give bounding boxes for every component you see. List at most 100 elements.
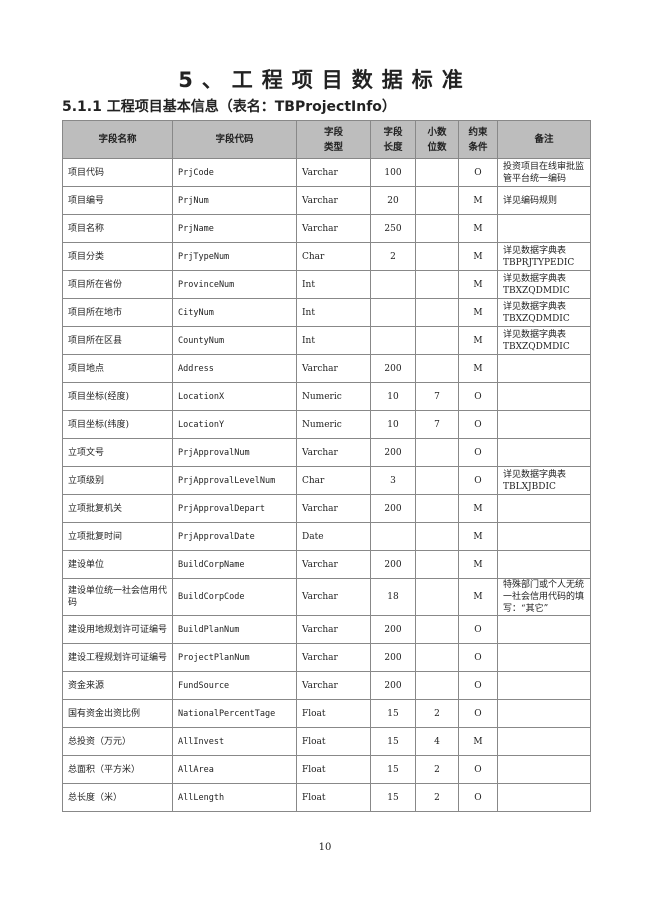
table-cell: O [458,671,498,700]
table-cell: M [458,214,498,243]
table-row: 项目分类 PrjTypeNum Char 2 M 详见数据字典表TBPRJTYPEDIC [62,242,591,271]
table-cell: 立项批复机关 [62,494,173,523]
table-cell: 总长度（米） [62,783,173,812]
table-cell: Char [296,242,371,271]
table-cell [497,783,591,812]
table-row: 建设单位 BuildCorpName Varchar 200 M [62,550,591,579]
table-cell [415,326,459,355]
table-cell [497,671,591,700]
table-cell: LocationY [172,410,297,439]
table-cell: 项目坐标(纬度) [62,410,173,439]
table-cell: PrjName [172,214,297,243]
table-cell: Varchar [296,615,371,644]
table-cell: 200 [370,438,416,467]
table-cell: 200 [370,643,416,672]
table-cell: 建设用地规划许可证编号 [62,615,173,644]
table-cell: 2 [415,783,459,812]
table-cell: PrjApprovalDate [172,522,297,551]
table-row: 项目所在区县 CountyNum Int M 详见数据字典表TBXZQDMDIC [62,326,591,355]
field-table: 字段名称 字段代码 字段 类型 字段 长度 小数 位数 约束 条件 备注 项目代码 PrjCo… [62,120,591,812]
table-cell [415,354,459,383]
table-cell: 总投资（万元） [62,727,173,756]
table-cell: Varchar [296,186,371,215]
table-cell: O [458,158,498,187]
table-cell: 项目所在省份 [62,270,173,299]
table-cell: 3 [370,466,416,495]
table-row: 建设用地规划许可证编号 BuildPlanNum Varchar 200 O [62,615,591,644]
table-cell: 详见数据字典表TBXZQDMDIC [497,270,591,299]
table-cell: PrjCode [172,158,297,187]
table-cell: PrjNum [172,186,297,215]
table-cell [497,550,591,579]
table-cell: Varchar [296,643,371,672]
table-row: 项目所在省份 ProvinceNum Int M 详见数据字典表TBXZQDMDIC [62,270,591,299]
table-cell [497,410,591,439]
table-cell: LocationX [172,382,297,411]
table-cell: BuildCorpName [172,550,297,579]
table-cell [415,186,459,215]
table-cell: CountyNum [172,326,297,355]
table-cell [415,615,459,644]
column-header: 约束 条件 [458,120,498,159]
table-cell: O [458,438,498,467]
table-cell: Varchar [296,550,371,579]
table-cell: 100 [370,158,416,187]
table-cell: 7 [415,410,459,439]
section-heading: 5.1.1 工程项目基本信息（表名：TBProjectInfo） [62,99,396,115]
table-cell [497,214,591,243]
table-cell: Varchar [296,578,371,616]
table-cell: 项目分类 [62,242,173,271]
column-header: 字段 长度 [370,120,416,159]
table-cell: Varchar [296,354,371,383]
table-cell: Float [296,727,371,756]
table-cell: Address [172,354,297,383]
table-cell: AllLength [172,783,297,812]
table-cell: 2 [415,755,459,784]
table-cell: Float [296,755,371,784]
table-cell: BuildPlanNum [172,615,297,644]
table-cell: M [458,354,498,383]
table-cell: 250 [370,214,416,243]
table-cell: 资金来源 [62,671,173,700]
table-cell: Varchar [296,438,371,467]
table-cell: NationalPercentTage [172,699,297,728]
table-cell: 总面积（平方米） [62,755,173,784]
table-cell: 200 [370,494,416,523]
table-cell: M [458,494,498,523]
table-row: 项目坐标(纬度) LocationY Numeric 10 7 O [62,410,591,439]
table-cell: M [458,578,498,616]
table-cell: 详见数据字典表TBPRJTYPEDIC [497,242,591,271]
table-cell [497,643,591,672]
table-cell: 项目编号 [62,186,173,215]
table-cell: Int [296,326,371,355]
table-cell: O [458,783,498,812]
table-cell: O [458,466,498,495]
table-row: 立项级别 PrjApprovalLevelNum Char 3 O 详见数据字典表TBLX… [62,466,591,495]
table-cell: 建设单位 [62,550,173,579]
table-cell: PrjTypeNum [172,242,297,271]
table-row: 立项批复机关 PrjApprovalDepart Varchar 200 M [62,494,591,523]
table-cell [497,382,591,411]
table-cell: 特殊部门或个人无统一社会信用代码的填写：“其它” [497,578,591,616]
table-cell: M [458,522,498,551]
table-cell [370,270,416,299]
column-header: 字段名称 [62,120,173,159]
table-row: 建设单位统一社会信用代码 BuildCorpCode Varchar 18 M 特殊部门或… [62,578,591,616]
table-cell [497,699,591,728]
table-cell: O [458,615,498,644]
table-cell: M [458,270,498,299]
table-cell [415,643,459,672]
table-cell: O [458,699,498,728]
table-cell: 15 [370,727,416,756]
page-number: 10 [318,842,332,853]
column-header: 小数 位数 [415,120,459,159]
table-cell: O [458,643,498,672]
table-cell: 15 [370,699,416,728]
table-cell: O [458,382,498,411]
table-cell: 立项批复时间 [62,522,173,551]
table-cell: Numeric [296,382,371,411]
table-cell: Char [296,466,371,495]
table-cell: 立项级别 [62,466,173,495]
table-row: 项目地点 Address Varchar 200 M [62,354,591,383]
